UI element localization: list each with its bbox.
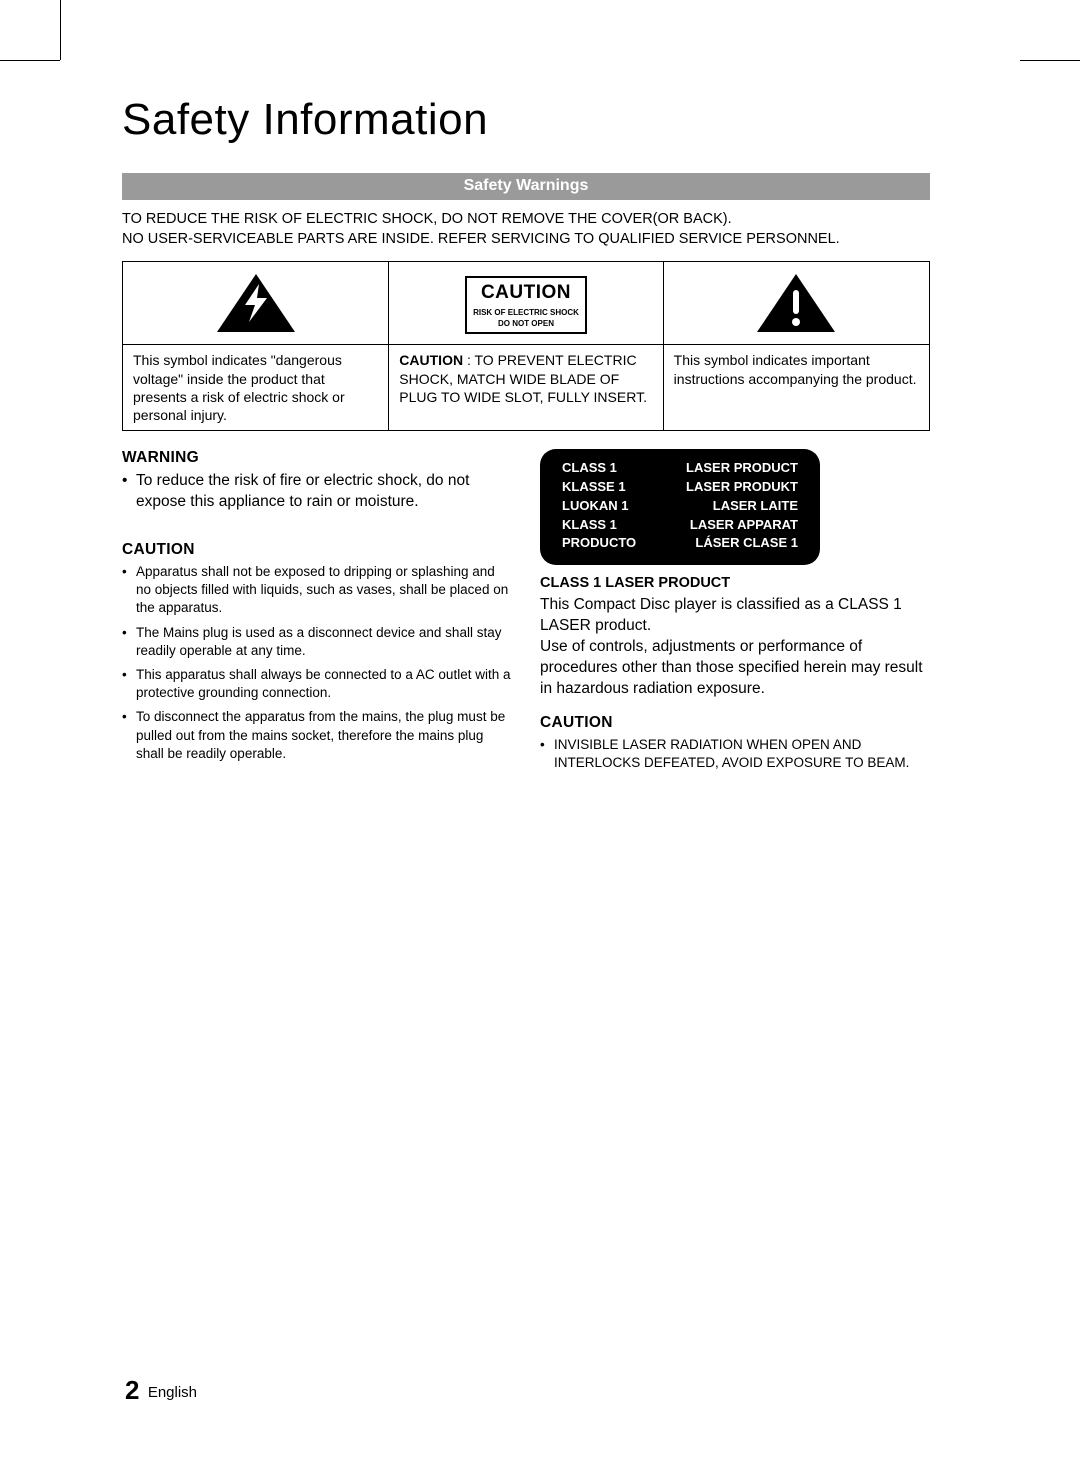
caution-item: To disconnect the apparatus from the mai…	[122, 708, 512, 763]
laser-row-a: KLASS 1	[562, 516, 617, 535]
caution-item: The Mains plug is used as a disconnect d…	[122, 624, 512, 660]
caution-box-title: CAUTION	[473, 281, 579, 306]
laser-row-b: LASER LAITE	[713, 497, 798, 516]
intro-line-2: NO USER-SERVICEABLE PARTS ARE INSIDE. RE…	[122, 231, 840, 247]
caution-list-left: Apparatus shall not be exposed to drippi…	[122, 563, 512, 763]
laser-row-a: KLASSE 1	[562, 478, 626, 497]
page-title: Safety Information	[122, 95, 930, 145]
voltage-icon-cell	[123, 262, 389, 345]
voltage-desc: This symbol indicates "dangerous voltage…	[123, 345, 389, 431]
crop-mark	[1020, 60, 1080, 61]
laser-row-b: LASER APPARAT	[690, 516, 798, 535]
caution-box-cell: CAUTION RISK OF ELECTRIC SHOCK DO NOT OP…	[389, 262, 663, 345]
crop-mark	[0, 60, 60, 61]
caution-heading-left: CAUTION	[122, 541, 512, 559]
class1-p1: This Compact Disc player is classified a…	[540, 595, 930, 637]
crop-mark	[60, 0, 61, 60]
laser-label: CLASS 1 LASER PRODUCT KLASSE 1 LASER PRODU…	[540, 449, 820, 565]
warning-heading: WARNING	[122, 449, 512, 467]
laser-row-a: CLASS 1	[562, 459, 617, 478]
caution-item: INVISIBLE LASER RADIATION WHEN OPEN AND …	[540, 736, 930, 772]
intro-line-1: TO REDUCE THE RISK OF ELECTRIC SHOCK, DO…	[122, 211, 732, 227]
exclamation-desc: This symbol indicates important instruct…	[663, 345, 929, 431]
caution-box: CAUTION RISK OF ELECTRIC SHOCK DO NOT OP…	[465, 276, 587, 334]
class1-heading: CLASS 1 LASER PRODUCT	[540, 575, 930, 591]
page-content: Safety Information Safety Warnings TO RE…	[122, 95, 930, 1404]
caution-desc: CAUTION : TO PREVENT ELECTRIC SHOCK, MAT…	[389, 345, 663, 431]
laser-row-b: LASER PRODUCT	[686, 459, 798, 478]
section-heading: Safety Warnings	[122, 173, 930, 200]
exclamation-icon	[755, 272, 837, 338]
laser-row-b: LASER PRODUKT	[686, 478, 798, 497]
caution-heading-right: CAUTION	[540, 714, 930, 732]
warning-item: To reduce the risk of fire or electric s…	[122, 471, 512, 513]
laser-row-a: PRODUCTO	[562, 534, 636, 553]
page-language: English	[148, 1384, 197, 1401]
symbol-table: CAUTION RISK OF ELECTRIC SHOCK DO NOT OP…	[122, 261, 930, 431]
two-column-body: WARNING To reduce the risk of fire or el…	[122, 449, 930, 778]
voltage-icon	[215, 272, 297, 338]
right-column: CLASS 1 LASER PRODUCT KLASSE 1 LASER PRODU…	[540, 449, 930, 778]
caution-box-sub2: DO NOT OPEN	[473, 319, 579, 328]
class1-p2: Use of controls, adjustments or performa…	[540, 637, 930, 700]
warning-list: To reduce the risk of fire or electric s…	[122, 471, 512, 513]
caution-box-sub1: RISK OF ELECTRIC SHOCK	[473, 308, 579, 317]
caution-label: CAUTION	[399, 352, 463, 368]
laser-row-a: LUOKAN 1	[562, 497, 628, 516]
exclamation-icon-cell	[663, 262, 929, 345]
left-column: WARNING To reduce the risk of fire or el…	[122, 449, 512, 778]
caution-item: Apparatus shall not be exposed to drippi…	[122, 563, 512, 618]
caution-list-right: INVISIBLE LASER RADIATION WHEN OPEN AND …	[540, 736, 930, 772]
page-footer: 2 English	[125, 1375, 197, 1406]
intro-text: TO REDUCE THE RISK OF ELECTRIC SHOCK, DO…	[122, 210, 930, 249]
laser-row-b: LÁSER CLASE 1	[695, 534, 798, 553]
page-number: 2	[125, 1375, 139, 1405]
caution-item: This apparatus shall always be connected…	[122, 666, 512, 702]
